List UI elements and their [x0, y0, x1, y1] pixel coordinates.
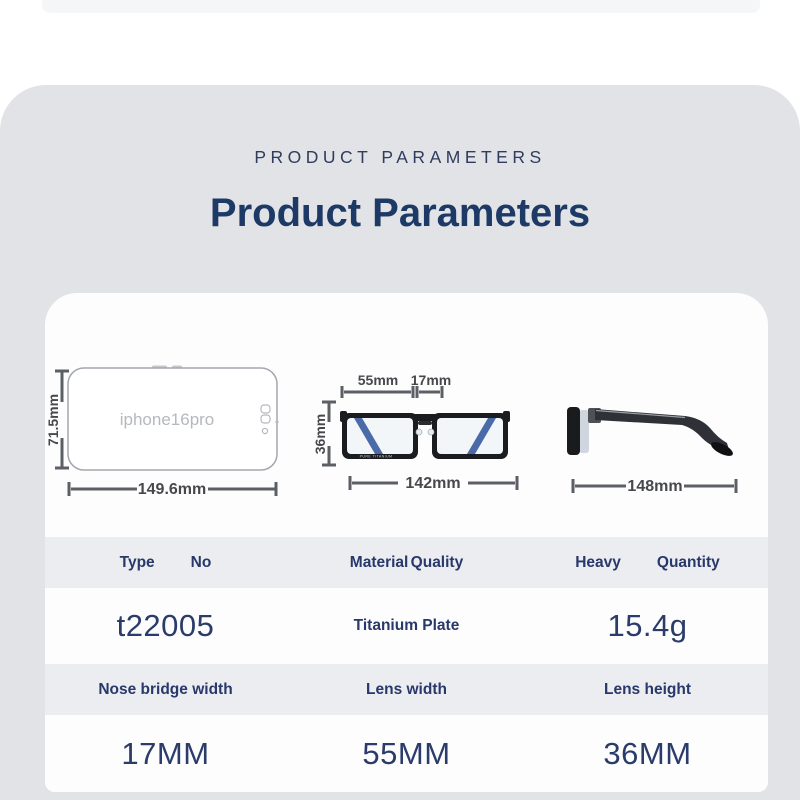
side-temple-arm [595, 409, 729, 450]
phone-width-dim-line [67, 482, 278, 496]
header-heavy: Heavy [575, 553, 621, 571]
temple-length-dim-line [571, 479, 738, 493]
header-cell-type-no: Type No [45, 554, 286, 572]
spec-value-row-2: 17MM 55MM 36MM [45, 715, 768, 792]
bridge-width-dim-line [415, 386, 444, 398]
phone-width-label: 149.6mm [138, 481, 207, 498]
nose-pad [427, 428, 435, 436]
header-nose-bridge-width: Nose bridge width [98, 680, 233, 698]
previous-section-edge [42, 0, 760, 13]
header-lens-width: Lens width [366, 680, 447, 698]
product-card: iphone16pro 71.5mm 149.6mm [45, 293, 768, 792]
header-cell-nose-bridge: Nose bridge width [45, 681, 286, 699]
header-cell-lens-width: Lens width [286, 681, 527, 699]
right-temple-through-lens [467, 418, 496, 454]
right-lens [437, 418, 503, 454]
lens-height-dim-line [322, 400, 336, 467]
header-type: Type [119, 553, 155, 571]
temple-length-dim-label: 148mm [627, 478, 682, 495]
header-cell-heavy-quantity: Heavy Quantity [527, 554, 768, 572]
left-temple-through-lens [354, 418, 383, 454]
spec-header-row-1: Type No Material Quality Heavy Quantity [45, 537, 768, 588]
value-cell-model: t22005 [45, 608, 286, 644]
glasses-side-diagram: 148mm [567, 407, 738, 495]
side-front-rim [567, 407, 580, 455]
header-material-quality: Material Quality [349, 553, 464, 571]
phone-height-label: 71.5mm [45, 394, 61, 446]
measurement-diagram: iphone16pro 71.5mm 149.6mm [45, 365, 738, 498]
value-cell-material: Titanium Plate [286, 617, 527, 635]
header-cell-lens-height: Lens height [527, 681, 768, 699]
glasses-front-diagram: 55mm 17mm [312, 372, 519, 492]
value-nose-bridge-width: 17MM [121, 735, 210, 771]
phone-model-label: iphone16pro [120, 410, 215, 429]
value-cell-lens-height: 36MM [527, 736, 768, 772]
frame-engraving-label: PURE TITANIUM [360, 455, 393, 459]
phone-camera-icon [260, 404, 271, 414]
phone-outline [67, 367, 278, 471]
header-no: No [190, 553, 212, 571]
frame-width-dim-label: 142mm [405, 475, 460, 492]
nose-pad [415, 428, 423, 436]
frame-width-dim-line [348, 476, 519, 490]
side-temple-highlight [595, 409, 686, 419]
side-temple-tip [711, 442, 733, 456]
page-title: Product Parameters [209, 191, 591, 235]
lens-width-dim-line [340, 386, 415, 398]
value-lens-height: 36MM [603, 735, 692, 771]
value-cell-nose-bridge: 17MM [45, 736, 286, 772]
side-lens [579, 410, 589, 453]
phone-diagram: iphone16pro 71.5mm 149.6mm [45, 365, 279, 498]
section-eyebrow: PRODUCT PARAMETERS [254, 147, 546, 167]
value-cell-lens-width: 55MM [286, 736, 527, 772]
spec-value-row-1: t22005 Titanium Plate 15.4g [45, 588, 768, 664]
lens-height-dim-label: 36mm [312, 414, 328, 454]
value-cell-weight: 15.4g [527, 608, 768, 644]
spec-header-row-2: Nose bridge width Lens width Lens height [45, 664, 768, 715]
phone-height-dim-line [55, 369, 69, 470]
header-quantity: Quantity [656, 553, 720, 571]
value-weight: 15.4g [607, 608, 688, 643]
bridge-width-dim-label: 17mm [411, 372, 451, 388]
phone-camera-icon [260, 414, 271, 424]
value-model: t22005 [116, 608, 215, 643]
header-lens-height: Lens height [604, 680, 691, 698]
glasses-front-frame: PURE TITANIUM [340, 411, 510, 459]
value-material: Titanium Plate [353, 617, 460, 634]
header-cell-material: Material Quality [286, 554, 527, 572]
value-lens-width: 55MM [362, 735, 451, 771]
lens-width-dim-label: 55mm [358, 372, 398, 388]
phone-camera-dot-icon [261, 427, 269, 435]
left-lens [347, 418, 413, 454]
